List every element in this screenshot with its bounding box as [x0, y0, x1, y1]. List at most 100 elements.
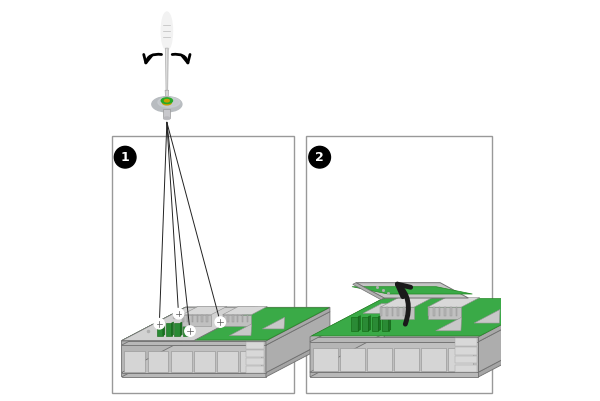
Polygon shape	[403, 307, 404, 316]
Polygon shape	[428, 298, 480, 307]
Polygon shape	[187, 315, 188, 322]
Polygon shape	[266, 312, 330, 373]
Polygon shape	[124, 351, 145, 372]
Polygon shape	[242, 315, 243, 322]
Polygon shape	[358, 316, 361, 331]
Polygon shape	[478, 333, 553, 377]
Polygon shape	[386, 307, 388, 316]
Polygon shape	[122, 307, 330, 341]
Polygon shape	[182, 306, 227, 315]
Polygon shape	[163, 109, 170, 118]
Polygon shape	[180, 322, 182, 336]
Polygon shape	[409, 307, 410, 316]
Polygon shape	[192, 315, 193, 322]
Circle shape	[115, 146, 136, 168]
Polygon shape	[122, 345, 266, 373]
Polygon shape	[166, 323, 172, 336]
Polygon shape	[448, 348, 473, 371]
Polygon shape	[439, 307, 440, 316]
Polygon shape	[362, 317, 368, 331]
Polygon shape	[450, 307, 452, 316]
Polygon shape	[352, 287, 472, 294]
Circle shape	[215, 317, 226, 327]
Polygon shape	[197, 315, 198, 322]
Text: 1: 1	[121, 151, 130, 164]
Circle shape	[154, 318, 164, 329]
Polygon shape	[262, 317, 285, 329]
Polygon shape	[175, 323, 180, 336]
FancyBboxPatch shape	[100, 0, 500, 401]
Text: 2: 2	[315, 151, 324, 164]
Polygon shape	[182, 315, 184, 322]
Polygon shape	[394, 348, 419, 371]
Circle shape	[185, 326, 195, 336]
Circle shape	[309, 146, 331, 168]
Polygon shape	[217, 351, 238, 372]
Polygon shape	[172, 322, 173, 336]
Polygon shape	[455, 365, 476, 372]
Polygon shape	[247, 315, 248, 322]
Polygon shape	[122, 373, 266, 377]
Polygon shape	[380, 307, 382, 316]
Polygon shape	[352, 317, 358, 331]
Polygon shape	[368, 316, 371, 331]
Polygon shape	[223, 306, 268, 315]
Polygon shape	[382, 317, 389, 331]
Polygon shape	[389, 316, 391, 331]
Polygon shape	[166, 48, 168, 90]
Polygon shape	[167, 312, 202, 320]
Polygon shape	[310, 333, 384, 377]
Polygon shape	[245, 350, 265, 357]
Polygon shape	[340, 348, 365, 371]
Polygon shape	[433, 307, 435, 316]
Polygon shape	[229, 324, 252, 336]
Polygon shape	[165, 90, 169, 96]
Polygon shape	[380, 307, 414, 319]
Polygon shape	[310, 337, 478, 342]
Polygon shape	[122, 307, 258, 341]
Polygon shape	[183, 323, 189, 336]
Polygon shape	[371, 317, 379, 331]
Polygon shape	[474, 310, 500, 323]
Polygon shape	[157, 323, 163, 336]
Ellipse shape	[164, 99, 169, 102]
Polygon shape	[240, 351, 261, 372]
Polygon shape	[223, 315, 251, 326]
Polygon shape	[310, 342, 478, 372]
Polygon shape	[245, 342, 265, 349]
Polygon shape	[455, 347, 476, 354]
Polygon shape	[170, 351, 191, 372]
Polygon shape	[311, 299, 551, 336]
Polygon shape	[185, 339, 330, 343]
Polygon shape	[436, 317, 461, 331]
Polygon shape	[380, 298, 433, 307]
Polygon shape	[182, 315, 211, 326]
Polygon shape	[266, 307, 330, 345]
Polygon shape	[478, 298, 553, 342]
Polygon shape	[122, 341, 266, 345]
Polygon shape	[122, 339, 185, 377]
Polygon shape	[356, 283, 469, 298]
Polygon shape	[455, 356, 476, 363]
Polygon shape	[122, 307, 255, 341]
Polygon shape	[428, 307, 429, 316]
Polygon shape	[310, 303, 384, 372]
Polygon shape	[353, 283, 384, 300]
Polygon shape	[206, 315, 208, 322]
Polygon shape	[310, 372, 478, 377]
Polygon shape	[397, 307, 399, 316]
Ellipse shape	[152, 97, 182, 112]
FancyBboxPatch shape	[306, 136, 493, 393]
Ellipse shape	[163, 117, 170, 120]
Polygon shape	[163, 322, 165, 336]
FancyBboxPatch shape	[112, 136, 294, 393]
Polygon shape	[367, 348, 392, 371]
Polygon shape	[202, 315, 203, 322]
Polygon shape	[428, 307, 461, 319]
Polygon shape	[313, 348, 338, 371]
Ellipse shape	[161, 12, 172, 50]
Polygon shape	[223, 315, 224, 322]
Polygon shape	[232, 315, 233, 322]
Circle shape	[173, 308, 184, 319]
Polygon shape	[245, 358, 265, 365]
